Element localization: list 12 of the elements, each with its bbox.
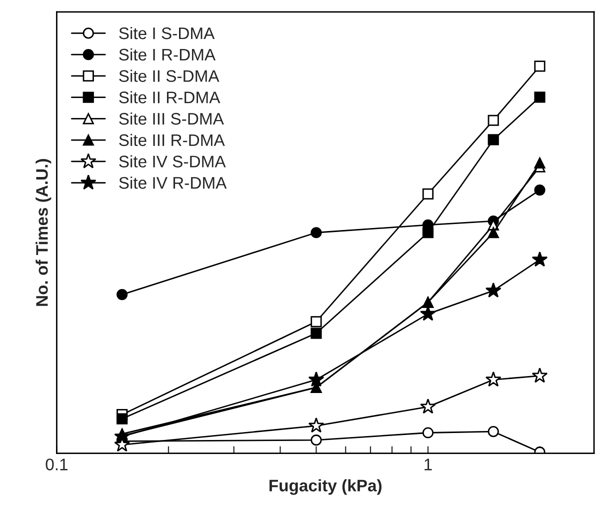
legend-label: Site II S-DMA (119, 70, 220, 82)
x-axis-title: Fugacity (kPa) (270, 479, 382, 495)
legend-label: Site IV S-DMA (119, 155, 226, 168)
legend-label: Site III S-DMA (119, 112, 224, 125)
legend-label: Site I R-DMA (119, 48, 216, 61)
x-tick-label: 1 (424, 458, 432, 470)
legend-label: Site II R-DMA (119, 91, 220, 104)
x-tick-label: 0.1 (46, 458, 68, 470)
legend-label: Site I S-DMA (119, 26, 215, 40)
legend-label: Site IV R-DMA (119, 176, 227, 189)
y-axis-title: No. of Times (A.U.) (36, 159, 52, 306)
legend-label: Site III R-DMA (119, 134, 225, 146)
